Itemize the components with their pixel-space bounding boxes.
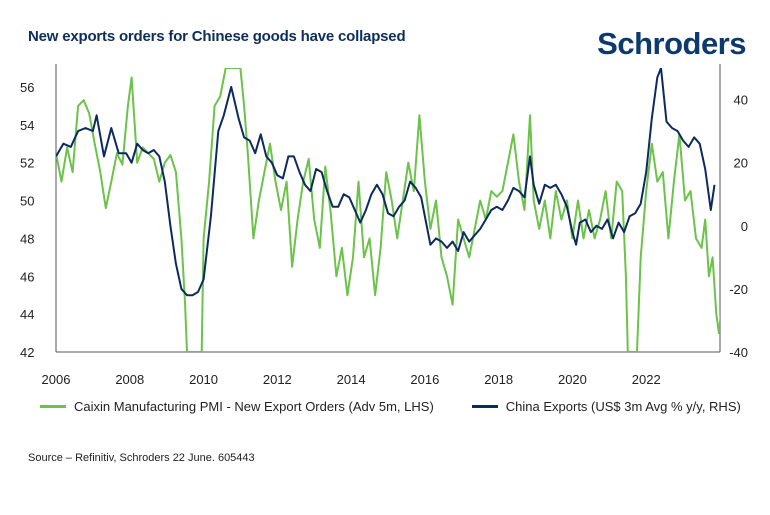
axes: [55, 64, 721, 353]
y-left-tick-label: 44: [20, 307, 34, 322]
y-right-tick-label: -40: [729, 345, 748, 360]
x-tick-label: 2016: [410, 372, 439, 387]
legend: Caixin Manufacturing PMI - New Export Or…: [40, 399, 750, 414]
x-tick-label: 2022: [632, 372, 661, 387]
legend-swatch-pmi: [40, 405, 66, 408]
legend-swatch-exports: [471, 405, 498, 408]
y-left-tick-label: 50: [20, 194, 34, 209]
legend-label-exports: China Exports (US$ 3m Avg % y/y, RHS): [505, 399, 741, 414]
x-tick-label: 2006: [42, 372, 71, 387]
y-right-tick-label: 40: [734, 93, 748, 108]
y-left-tick-label: 52: [20, 156, 34, 171]
x-tick-label: 2010: [189, 372, 218, 387]
legend-item-exports: China Exports (US$ 3m Avg % y/y, RHS): [471, 399, 741, 414]
series-group: [56, 68, 720, 352]
legend-label-pmi: Caixin Manufacturing PMI - New Export Or…: [74, 399, 434, 414]
tick-labels: 2006 2008 2010 2012 2014 2016 2018 2020 2022 42 44…: [20, 80, 748, 387]
y-right-tick-label: -20: [729, 282, 748, 297]
chart-canvas: 2006 2008 2010 2012 2014 2016 2018 2020 2022 42 44…: [20, 64, 748, 387]
chart-title: New exports orders for Chinese goods hav…: [28, 28, 406, 45]
legend-item-pmi: Caixin Manufacturing PMI - New Export Or…: [40, 399, 434, 414]
series-line-exports: [56, 68, 716, 297]
x-tick-label: 2008: [115, 372, 144, 387]
x-tick-label: 2012: [263, 372, 292, 387]
y-right-tick-label: 0: [741, 219, 748, 234]
y-right-tick-label: 20: [734, 156, 748, 171]
x-tick-label: 2014: [337, 372, 366, 387]
y-left-tick-label: 48: [20, 231, 34, 246]
y-left-tick-label: 56: [20, 80, 34, 95]
x-tick-label: 2020: [558, 372, 587, 387]
y-left-tick-label: 42: [20, 345, 34, 360]
brand-logo: Schroders: [597, 26, 746, 61]
y-left-tick-label: 54: [20, 118, 34, 133]
y-left-tick-label: 46: [20, 269, 34, 284]
source-note: Source – Refinitiv, Schroders 22 June. 6…: [28, 452, 255, 464]
x-tick-label: 2018: [484, 372, 513, 387]
series-line-pmi: [56, 68, 720, 352]
